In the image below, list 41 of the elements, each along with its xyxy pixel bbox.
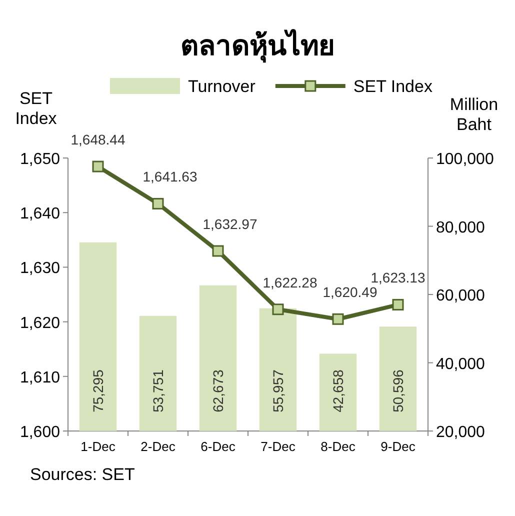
x-tick-label: 6-Dec bbox=[200, 439, 236, 454]
data-label: 55,957 bbox=[270, 369, 286, 412]
point bbox=[92, 160, 104, 172]
point bbox=[392, 298, 404, 310]
data-label: 53,751 bbox=[150, 369, 166, 412]
y-tick-label: 1,640 bbox=[20, 206, 60, 223]
source-note: Sources: SET bbox=[30, 465, 135, 484]
data-label: 1,623.13 bbox=[370, 270, 426, 286]
data-label: 1,648.44 bbox=[70, 132, 126, 148]
chart-title: ตลาดหุ้นไทย bbox=[180, 29, 334, 63]
data-label: 62,673 bbox=[210, 369, 226, 412]
point bbox=[152, 198, 164, 210]
data-label: 1,632.97 bbox=[202, 216, 258, 232]
point bbox=[272, 304, 284, 316]
data-label: 1,622.28 bbox=[262, 274, 318, 290]
y-tick-label: 1,650 bbox=[20, 151, 60, 168]
y2-tick-label: 100,000 bbox=[436, 151, 494, 168]
legend-label: Turnover bbox=[188, 77, 256, 96]
point bbox=[332, 313, 344, 325]
x-tick-label: 9-Dec bbox=[380, 439, 416, 454]
y-tick-label: 1,600 bbox=[20, 424, 60, 441]
legend-label: SET Index bbox=[353, 77, 433, 96]
x-tick-label: 1-Dec bbox=[80, 439, 116, 454]
point bbox=[212, 245, 224, 257]
y2-tick-label: 60,000 bbox=[436, 288, 486, 304]
y-tick-label: 1,610 bbox=[20, 369, 60, 386]
data-label: 50,596 bbox=[390, 369, 406, 412]
y2-tick-label: 80,000 bbox=[436, 219, 486, 236]
y2-axis-title: Million Baht bbox=[450, 95, 498, 134]
y-tick-label: 1,630 bbox=[20, 260, 60, 278]
data-label: 75,295 bbox=[90, 369, 106, 412]
x-tick-label: 7-Dec bbox=[260, 439, 296, 454]
y-tick-label: 1,620 bbox=[20, 314, 60, 332]
data-label: 1,620.49 bbox=[322, 284, 378, 300]
data-label: 42,658 bbox=[330, 369, 346, 412]
x-tick-label: 2-Dec bbox=[140, 439, 176, 454]
y2-tick-label: 40,000 bbox=[436, 356, 486, 373]
data-label: 1,641.63 bbox=[142, 168, 198, 185]
y2-tick-label: 20,000 bbox=[436, 424, 486, 441]
y-axis-title: SET Index bbox=[15, 89, 58, 128]
x-tick-label: 8-Dec bbox=[320, 439, 356, 454]
